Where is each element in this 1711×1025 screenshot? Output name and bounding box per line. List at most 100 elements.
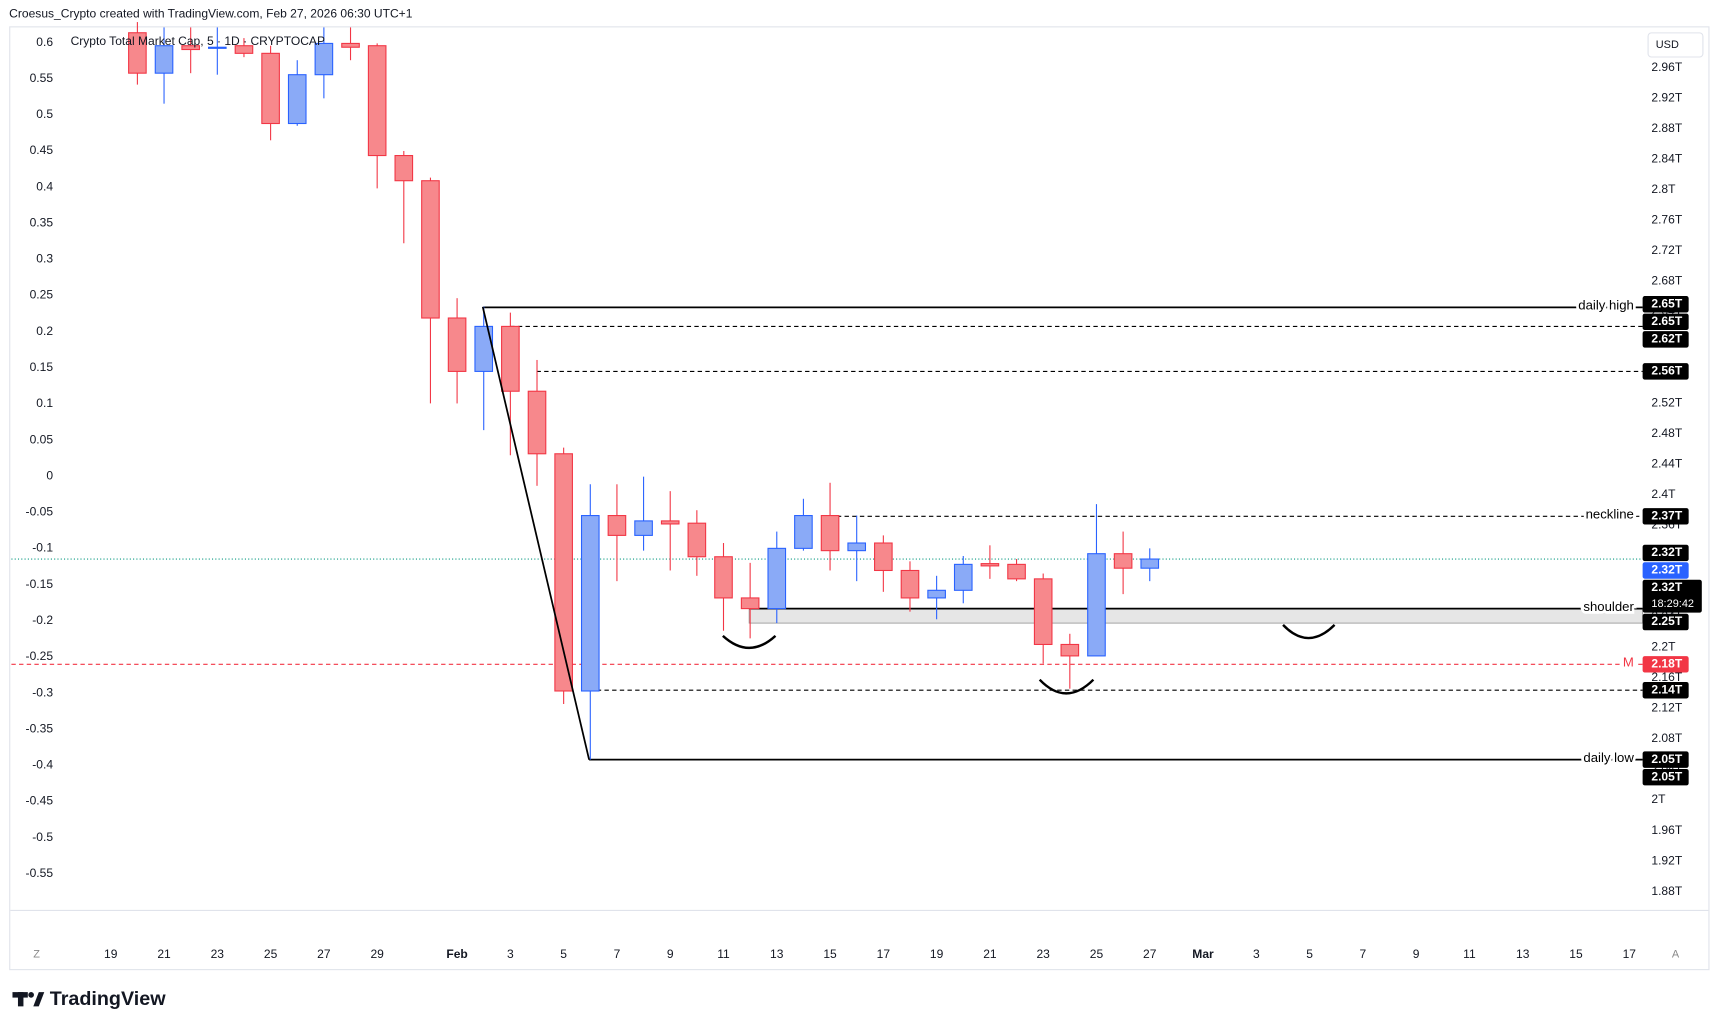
y-tick-label: -0.35 <box>26 721 54 735</box>
x-tick-label: 11 <box>717 947 730 961</box>
y-tick-label: 0.35 <box>30 215 54 229</box>
price-tag-label: 2.32T <box>1651 545 1682 559</box>
x-tick-label: 13 <box>770 947 784 961</box>
auto-scale-button[interactable]: A <box>1672 949 1680 961</box>
y-tick-label: -0.55 <box>26 866 54 880</box>
candle-body <box>128 32 147 74</box>
level-label: daily high <box>1578 298 1634 313</box>
candle-body <box>1007 563 1026 580</box>
y2-tick-label: 2.96T <box>1651 60 1682 74</box>
currency-box[interactable] <box>1647 32 1704 58</box>
candle-body <box>820 515 840 552</box>
y-tick-label: 0.4 <box>36 179 53 193</box>
y-tick-label: 0 <box>46 468 53 482</box>
candle-body <box>154 45 174 74</box>
price-tag-label: 2.14T <box>1651 682 1682 696</box>
candle-body <box>1140 558 1160 569</box>
x-tick-label: 3 <box>507 947 514 961</box>
logo-shape <box>17 992 24 1007</box>
brand-logo: TradingView <box>12 988 166 1010</box>
candle-body <box>287 74 307 125</box>
y2-tick-label: 2.48T <box>1651 426 1682 440</box>
x-tick-label: 15 <box>823 947 837 961</box>
x-tick-label: 9 <box>667 947 674 961</box>
price-tag-label: 2.18T <box>1651 656 1682 670</box>
currency: USD <box>1656 39 1679 51</box>
candle-body <box>660 520 680 525</box>
y-tick-label: 0.2 <box>36 324 53 338</box>
x-tick-label: 19 <box>930 947 944 961</box>
x-tick-label: 17 <box>877 947 891 961</box>
price-tag <box>1642 682 1689 699</box>
candle-body <box>447 317 467 372</box>
candle-body <box>874 542 893 572</box>
y2-tick-label: 2.88T <box>1651 121 1682 135</box>
y2-tick-label: 1.92T <box>1651 853 1682 867</box>
x-tick-label: 21 <box>983 947 997 961</box>
x-tick-label: 27 <box>317 947 331 961</box>
candle-body <box>367 45 387 157</box>
x-tick-label: 5 <box>560 947 567 961</box>
y-tick-label: 0.45 <box>30 143 54 157</box>
x-tick-label: 19 <box>104 947 118 961</box>
x-tick-label: 25 <box>264 947 278 961</box>
candle-body <box>607 515 627 536</box>
y-tick-label: -0.1 <box>32 541 53 555</box>
x-tick-label: 7 <box>1360 947 1367 961</box>
price-tag-label: 2.25T <box>1651 614 1682 628</box>
candle-body <box>181 45 200 51</box>
arc <box>1282 624 1336 640</box>
countdown: 18:29:42 <box>1651 598 1694 610</box>
arc <box>722 634 777 649</box>
price-tag-label: 2.05T <box>1651 752 1682 766</box>
y2-tick-label: 2.52T <box>1651 396 1682 410</box>
price-tag <box>1642 508 1689 525</box>
price-tag <box>1642 579 1702 613</box>
x-tick-label: 25 <box>1090 947 1104 961</box>
y2-tick-label: 2.92T <box>1651 91 1682 105</box>
attribution: Croesus_Crypto created with TradingView.… <box>9 6 413 20</box>
zone <box>748 608 1644 624</box>
x-tick-label: 3 <box>1253 947 1260 961</box>
candle-body <box>394 154 414 182</box>
y2-tick-label: 2.12T <box>1651 701 1682 715</box>
candle-body <box>900 569 920 599</box>
candle-body <box>580 515 600 692</box>
candle-body <box>794 515 813 549</box>
x-tick-label: 15 <box>1569 947 1583 961</box>
candle-body <box>474 325 494 372</box>
y2-tick-label: 2.4T <box>1651 487 1676 501</box>
trend-line <box>481 306 590 760</box>
zoom-button[interactable]: Z <box>33 949 40 961</box>
candle-body <box>1033 578 1053 646</box>
price-tag <box>1642 656 1689 673</box>
y2-tick-label: 1.88T <box>1651 884 1682 898</box>
candle-body <box>687 522 707 558</box>
y2-tick-label: 1.96T <box>1651 823 1682 837</box>
candle-body <box>554 453 573 692</box>
logo-shape <box>28 992 34 998</box>
price-tag-label: 2.62T <box>1651 332 1682 346</box>
y-tick-label: -0.2 <box>32 613 53 627</box>
y2-tick-label: 2.8T <box>1651 182 1676 196</box>
x-tick-label: 23 <box>1036 947 1050 961</box>
price-tag <box>1642 562 1689 579</box>
x-tick-label: Mar <box>1192 947 1214 961</box>
candle-body <box>714 556 733 599</box>
x-tick-label: 13 <box>1516 947 1530 961</box>
y2-tick-label: 2.16T <box>1651 670 1682 684</box>
y2-tick-label: 2T <box>1651 792 1666 806</box>
candle-body <box>207 46 227 49</box>
price-tag-label: 2.65T <box>1651 296 1682 310</box>
y-tick-label: 0.5 <box>36 107 53 121</box>
y-tick-label: -0.3 <box>32 685 53 699</box>
x-tick-label: 7 <box>614 947 621 961</box>
x-tick-label: 23 <box>211 947 225 961</box>
level-label: daily low <box>1583 750 1634 765</box>
candle-body <box>847 542 867 552</box>
y-tick-label: -0.45 <box>26 794 54 808</box>
candle-body <box>1087 553 1106 657</box>
drawings <box>481 306 1336 760</box>
y-tick-label: -0.25 <box>26 649 54 663</box>
